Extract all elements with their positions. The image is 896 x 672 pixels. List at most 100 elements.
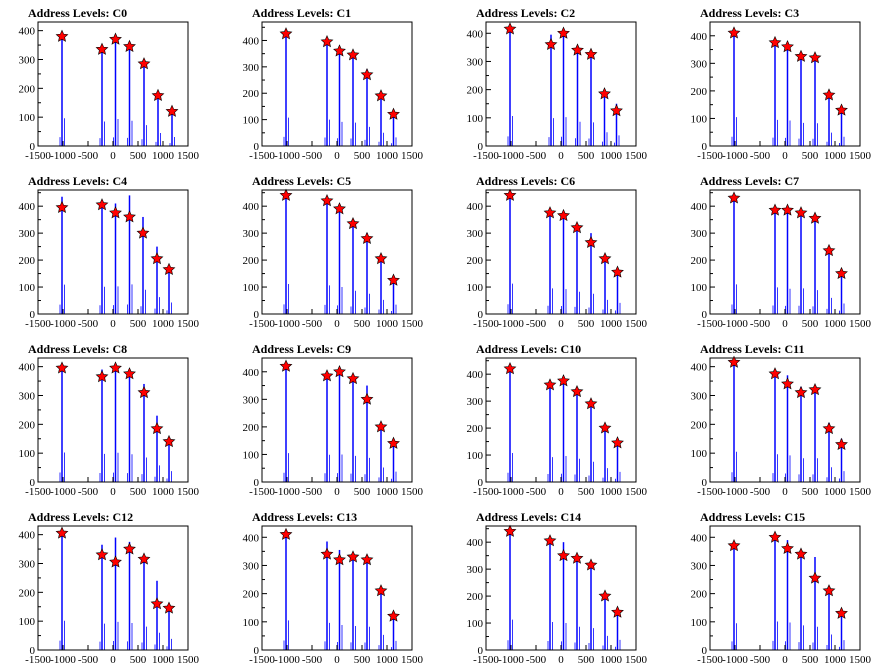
y-tick-label: 100: [467, 113, 484, 125]
x-tick-label: -1000: [50, 150, 76, 162]
y-tick-label: 0: [254, 645, 260, 657]
x-tick-label: 1000: [152, 654, 175, 666]
x-tick-label: 0: [558, 486, 564, 498]
plot-frame: [485, 525, 637, 651]
panel-c0: Address Levels: C0 0 100 200 300 400 -1500 -100…: [19, 6, 200, 162]
star-icon: [95, 548, 109, 561]
x-tick-label: 1500: [625, 318, 648, 330]
y-tick-label: 200: [691, 86, 708, 98]
x-tick-label: 1500: [625, 486, 648, 498]
x-tick-label: 0: [334, 654, 340, 666]
y-tick-label: 400: [19, 530, 36, 542]
star-icon: [794, 547, 808, 560]
x-tick-label: 1000: [824, 318, 847, 330]
star-icon: [387, 609, 400, 622]
x-tick-label: -1000: [274, 486, 300, 498]
x-tick-label: -1000: [498, 150, 524, 162]
x-tick-label: 1500: [849, 150, 872, 162]
x-tick-label: 500: [130, 486, 147, 498]
x-tick-label: 0: [110, 150, 116, 162]
star-icon: [598, 589, 612, 602]
y-tick-label: 100: [691, 617, 708, 629]
x-tick-label: -1000: [722, 486, 748, 498]
y-tick-label: 0: [254, 309, 260, 321]
star-icon: [374, 420, 388, 433]
star-icon: [557, 26, 570, 39]
panel-title: Address Levels: C12: [28, 510, 133, 524]
star-icon: [727, 191, 741, 204]
star-icon: [768, 203, 782, 216]
x-tick-label: -500: [526, 654, 547, 666]
y-tick-label: 300: [691, 560, 708, 572]
panel-title: Address Levels: C1: [252, 6, 351, 20]
y-tick-label: 400: [691, 31, 708, 43]
y-tick-label: 400: [243, 532, 260, 544]
star-icon: [123, 210, 136, 223]
star-icon: [55, 29, 69, 42]
x-tick-label: 1000: [376, 486, 399, 498]
y-tick-label: 100: [243, 115, 260, 127]
x-tick-label: -500: [78, 654, 99, 666]
y-tick-label: 400: [691, 201, 708, 213]
y-tick-label: 400: [467, 537, 484, 549]
x-tick-label: -1500: [25, 654, 51, 666]
star-icon: [150, 597, 164, 610]
plot-frame: [485, 189, 637, 315]
x-tick-label: 1500: [849, 654, 872, 666]
x-tick-label: -1000: [498, 318, 524, 330]
y-tick-label: 300: [691, 228, 708, 240]
star-icon: [360, 68, 374, 81]
plot-frame: [485, 357, 637, 483]
y-tick-label: 100: [243, 449, 260, 461]
x-tick-label: 1000: [376, 150, 399, 162]
x-tick-label: 1000: [824, 654, 847, 666]
y-tick-label: 400: [691, 532, 708, 544]
star-icon: [544, 37, 558, 51]
y-tick-label: 200: [19, 587, 36, 599]
panel-title: Address Levels: C6: [476, 174, 575, 188]
star-icon: [768, 530, 782, 543]
star-icon: [781, 541, 794, 555]
y-tick-label: 300: [467, 228, 484, 240]
star-icon: [333, 44, 346, 57]
star-icon: [570, 551, 584, 564]
panel-title: Address Levels: C13: [252, 510, 357, 524]
star-icon: [279, 527, 293, 540]
y-tick-label: 400: [19, 362, 36, 374]
panel-title: Address Levels: C5: [252, 174, 351, 188]
star-icon: [387, 273, 400, 286]
star-icon: [557, 548, 570, 562]
y-tick-label: 100: [691, 282, 708, 294]
x-tick-label: -1000: [722, 150, 748, 162]
star-icon: [374, 89, 388, 102]
star-icon: [387, 107, 400, 120]
y-tick-label: 400: [19, 201, 36, 213]
y-tick-label: 100: [243, 282, 260, 294]
x-tick-label: -500: [78, 318, 99, 330]
x-tick-label: 500: [354, 318, 371, 330]
y-tick-label: 0: [254, 477, 260, 489]
panel-c8: Address Levels: C8 0 100 200 300 400 -1500 -100…: [19, 342, 200, 498]
y-tick-label: 300: [691, 390, 708, 402]
star-icon: [557, 208, 570, 222]
y-tick-label: 400: [691, 362, 708, 374]
star-icon: [123, 39, 136, 52]
y-tick-label: 300: [243, 228, 260, 240]
x-tick-label: 1000: [824, 486, 847, 498]
star-icon: [543, 378, 557, 391]
x-tick-label: -500: [302, 150, 323, 162]
panel-title: Address Levels: C8: [28, 342, 127, 356]
panel-c9: Address Levels: C9 0 100 200 300 400 -1500 -100…: [243, 342, 424, 498]
y-tick-label: 0: [30, 141, 36, 153]
star-icon: [584, 397, 598, 410]
star-icon: [279, 359, 293, 372]
star-icon: [598, 251, 612, 265]
y-tick-label: 400: [19, 26, 36, 38]
y-tick-label: 0: [30, 645, 36, 657]
y-tick-label: 200: [19, 255, 36, 267]
star-icon: [727, 538, 741, 552]
y-tick-label: 0: [702, 645, 708, 657]
x-tick-label: 500: [130, 654, 147, 666]
y-tick-label: 300: [19, 54, 36, 66]
